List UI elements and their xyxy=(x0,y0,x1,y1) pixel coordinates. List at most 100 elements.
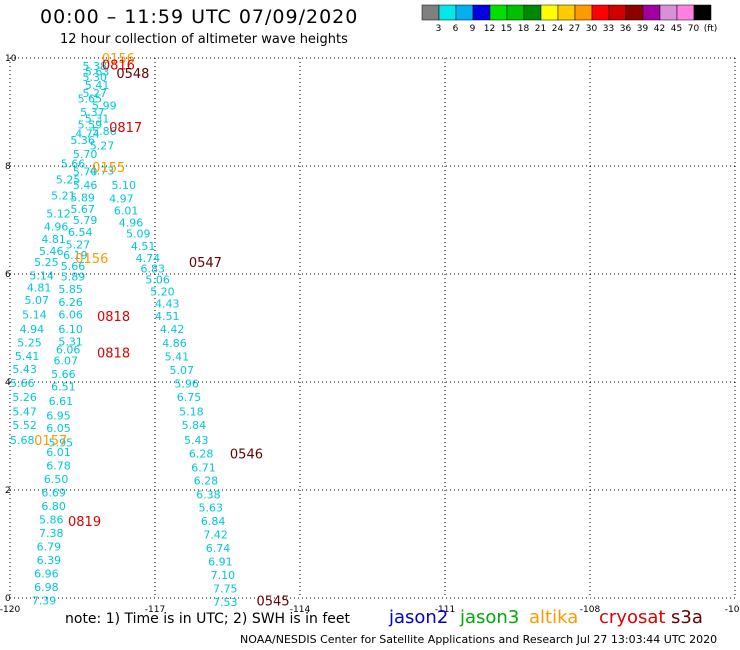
swh-value: 7.42 xyxy=(203,528,228,541)
swh-value: 6.98 xyxy=(34,581,59,594)
swh-value: 6.01 xyxy=(46,446,71,459)
colorbar-label: 9 xyxy=(470,24,476,34)
grid xyxy=(9,57,736,599)
x-tick-label: -105 xyxy=(725,605,740,615)
colorbar-swatch xyxy=(540,4,559,21)
swh-value: 6.28 xyxy=(194,474,219,487)
colorbar-label: 18 xyxy=(518,24,530,34)
colorbar-swatch xyxy=(659,4,678,21)
swh-value: 5.14 xyxy=(29,270,54,283)
x-tick-label: -111 xyxy=(435,605,455,615)
swh-value: 5.85 xyxy=(58,283,82,296)
swh-value: 5.18 xyxy=(179,406,204,419)
swh-value: 5.68 xyxy=(10,434,35,447)
pass-time-label: 0819 xyxy=(68,515,101,530)
pass-time-label: 0546 xyxy=(230,447,263,462)
pass-time-label: 0545 xyxy=(257,595,290,610)
colorbar-label: 39 xyxy=(637,24,649,34)
swh-value: 4.86 xyxy=(162,337,187,350)
swh-value: 5.47 xyxy=(12,406,37,419)
legend-jason2: jason2 xyxy=(389,607,449,628)
footer-note: note: 1) Time is in UTC; 2) SWH is in fe… xyxy=(65,611,351,627)
swh-value: 4.73 xyxy=(90,164,115,177)
swh-value: 6.28 xyxy=(189,447,214,460)
y-tick-label: 2 xyxy=(5,486,11,496)
swh-value: 4.51 xyxy=(155,310,180,323)
swh-value: 5.70 xyxy=(73,165,98,178)
swh-value: 5.66 xyxy=(61,260,86,273)
colorbar: 3 6 9 12 15 18 21 24 27 30 33 36 39 42 45 70 (ft) xyxy=(421,4,717,34)
swh-value: 5.36 xyxy=(70,134,95,147)
swh-value: 4.74 xyxy=(75,128,100,141)
pass-time-label: 0816 xyxy=(102,58,135,73)
swh-value: 5.63 xyxy=(85,66,110,79)
swh-value: 7.75 xyxy=(213,582,238,595)
colorbar-swatch xyxy=(557,4,576,21)
swh-value: 5.99 xyxy=(92,100,117,113)
swh-value: 5.26 xyxy=(12,391,37,404)
swh-value: 4.42 xyxy=(160,323,185,336)
colorbar-swatch xyxy=(438,4,457,21)
swh-value: 6.61 xyxy=(49,395,74,408)
swh-value: 6.96 xyxy=(34,568,59,581)
colorbar-label: 70 xyxy=(688,24,700,34)
swh-value: 5.66 xyxy=(51,368,75,381)
pass-time-label: 0817 xyxy=(109,121,142,136)
colorbar-swatch xyxy=(676,4,695,21)
legend-jason3: jason3 xyxy=(460,607,520,628)
pass-time-label: 0547 xyxy=(189,256,222,271)
swh-value: 6.19 xyxy=(63,249,88,262)
swh-value: 5.63 xyxy=(199,501,224,514)
legend-s3a: s3a xyxy=(671,607,703,628)
swh-value: 6.79 xyxy=(37,541,62,554)
colorbar-label: 30 xyxy=(586,24,598,34)
swh-value: 5.41 xyxy=(15,350,40,363)
swh-value: 5.25 xyxy=(34,256,59,269)
swh-value: 5.89 xyxy=(61,271,86,284)
swh-value: 5.46 xyxy=(39,245,64,258)
y-tick-label: 6 xyxy=(5,270,11,280)
swh-value: 6.50 xyxy=(44,473,68,486)
y-tick-label: 0 xyxy=(5,594,11,604)
swh-value: 6.26 xyxy=(58,296,82,309)
swh-value: 5.41 xyxy=(165,351,190,364)
swh-value: 6.71 xyxy=(191,461,216,474)
colorbar-label: 6 xyxy=(453,24,459,34)
swh-value: 6.78 xyxy=(46,460,71,473)
data-points: 5.385.635.305.415.275.655.995.375.315.59… xyxy=(10,60,238,609)
x-tick-label: -114 xyxy=(290,605,311,615)
swh-value: 5.79 xyxy=(73,214,98,227)
swh-value: 5.38 xyxy=(83,60,108,73)
swh-value: 4.96 xyxy=(119,217,144,230)
swh-value: 5.31 xyxy=(85,112,110,125)
swh-value: 5.84 xyxy=(182,419,207,432)
pass-time-label: 0548 xyxy=(116,67,149,82)
colorbar-label: 21 xyxy=(535,24,546,34)
colorbar-label: 12 xyxy=(484,24,495,34)
colorbar-swatch xyxy=(506,4,525,21)
colorbar-swatch xyxy=(472,4,491,21)
swh-value: 4.43 xyxy=(155,298,180,311)
colorbar-label: 27 xyxy=(569,24,580,34)
colorbar-swatch xyxy=(693,4,712,21)
swh-value: 4.94 xyxy=(20,323,44,336)
swh-value: 4.96 xyxy=(44,220,68,233)
swh-value: 6.74 xyxy=(206,542,231,555)
swh-value: 5.46 xyxy=(73,179,98,192)
swh-value: 6.95 xyxy=(46,409,71,422)
page-title: 00:00 – 11:59 UTC 07/09/2020 xyxy=(40,6,359,28)
colorbar-label: 3 xyxy=(436,24,442,34)
swh-value: 5.95 xyxy=(49,436,74,449)
swh-value: 5.07 xyxy=(25,294,50,307)
legend-altika: altika xyxy=(529,607,579,628)
credit-line: NOAA/NESDIS Center for Satellite Applica… xyxy=(240,633,718,646)
swh-value: 6.84 xyxy=(201,515,226,528)
swh-value: 6.39 xyxy=(37,554,62,567)
colorbar-label: 45 xyxy=(671,24,682,34)
swh-value: 5.43 xyxy=(184,434,209,447)
swh-value: 5.41 xyxy=(85,79,110,92)
swh-value: 5.25 xyxy=(17,337,42,350)
y-tick-label: 10 xyxy=(5,54,17,64)
colorbar-label: 42 xyxy=(654,24,665,34)
